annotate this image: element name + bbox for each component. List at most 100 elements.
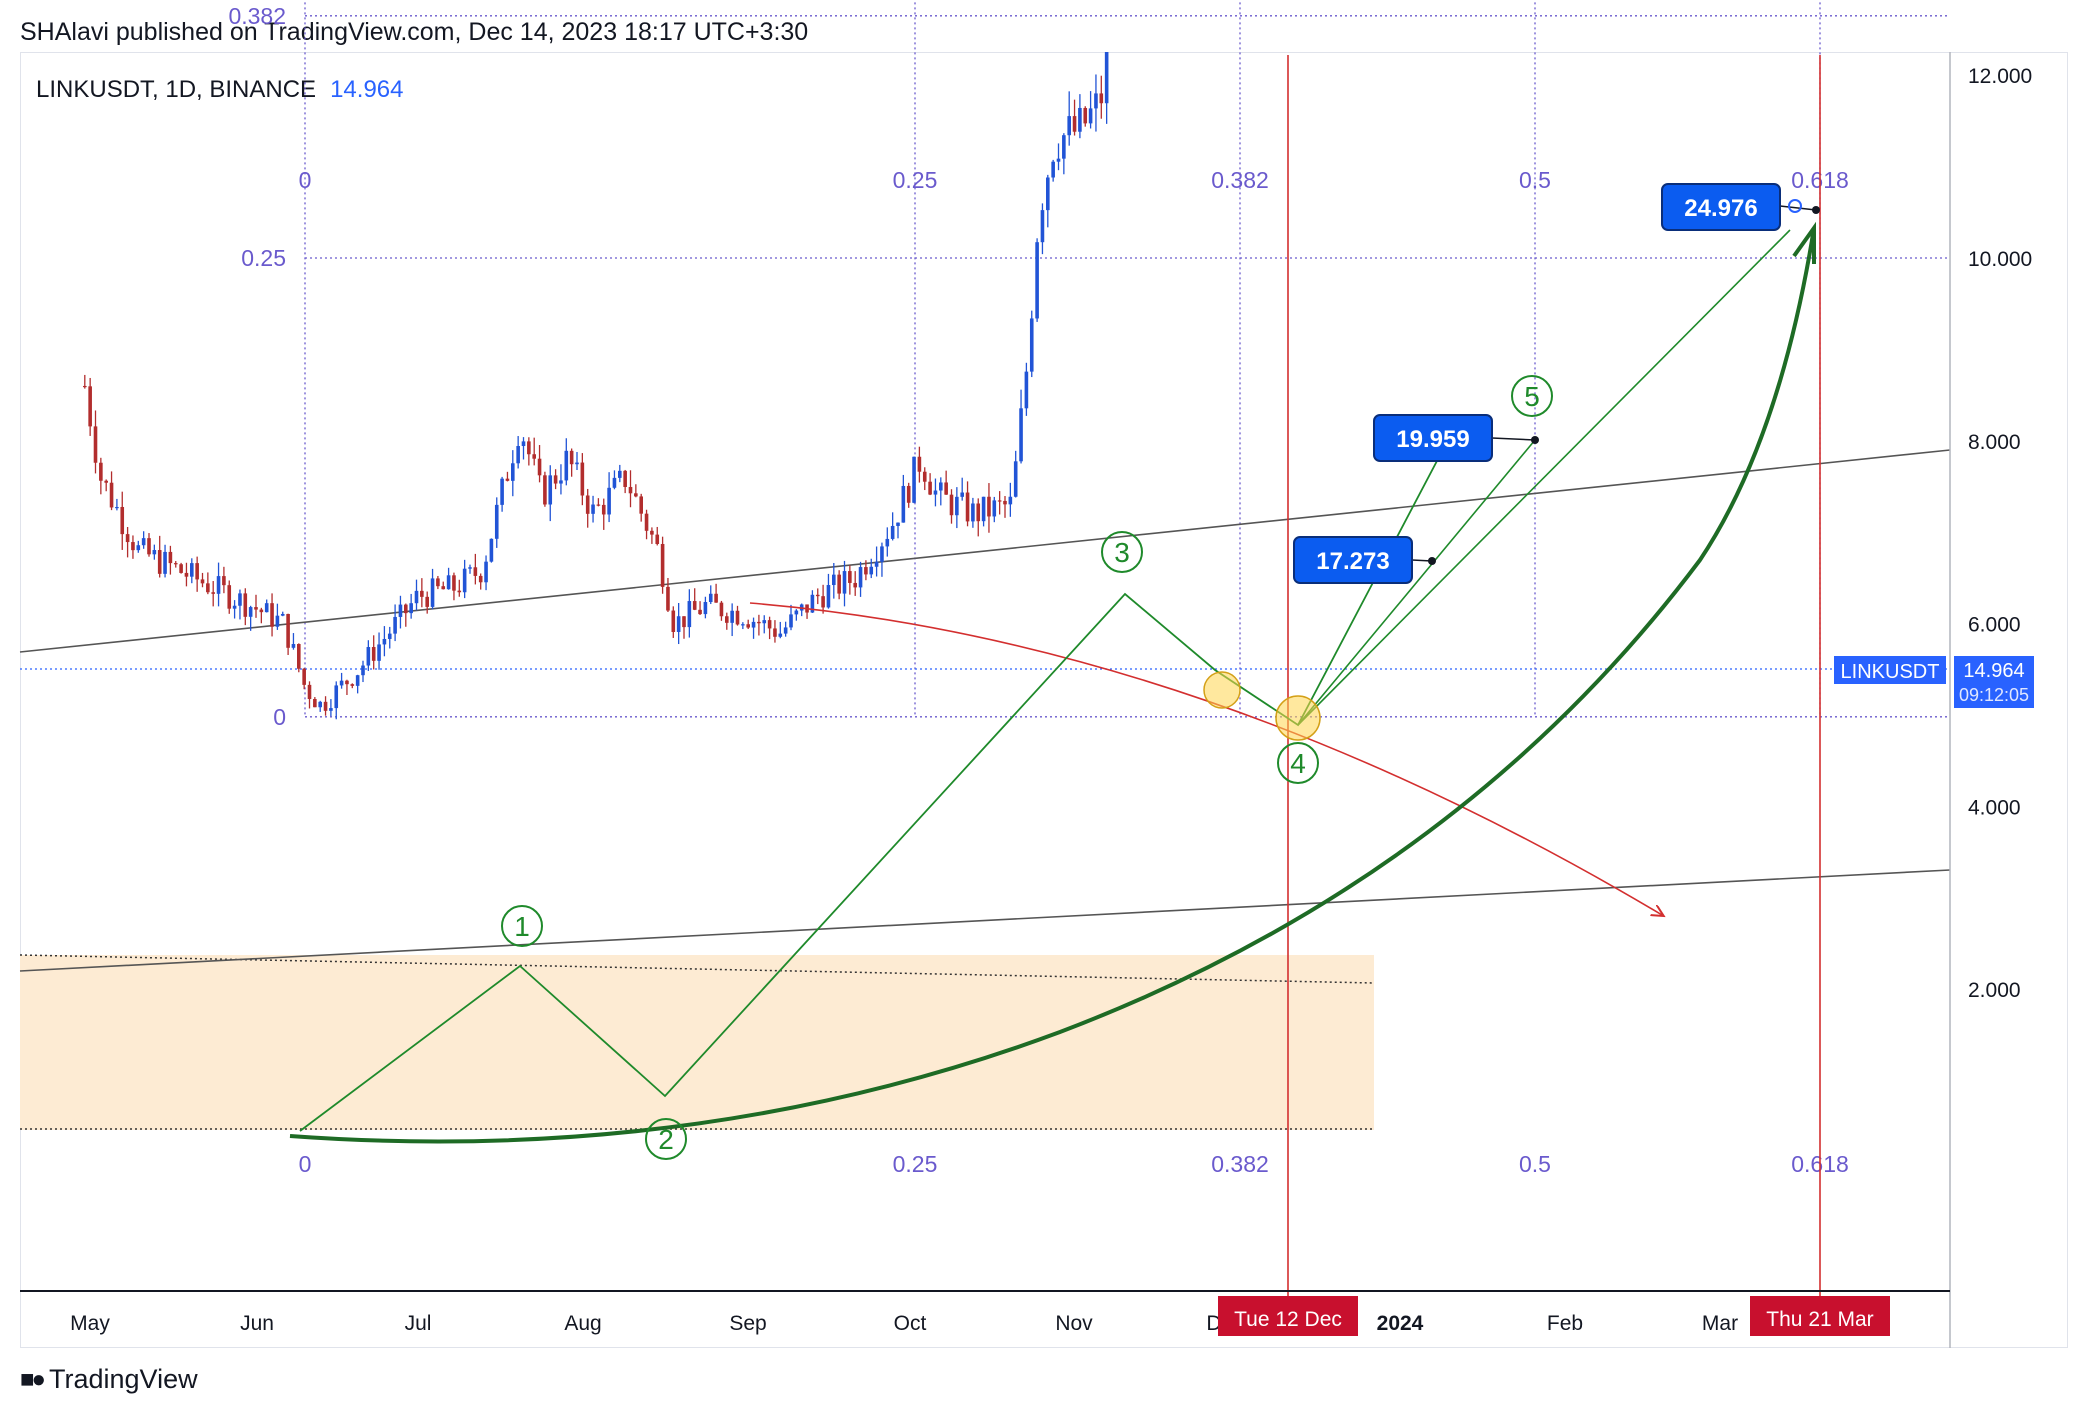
wave-label-5: 5 xyxy=(1511,375,1553,417)
candle-body xyxy=(601,504,606,515)
candle-body xyxy=(623,470,627,487)
svg-text:3: 3 xyxy=(1114,537,1130,568)
candle-body xyxy=(821,596,825,608)
candle-body xyxy=(559,480,563,484)
date-marker-mar21: Thu 21 Mar xyxy=(1750,1296,1890,1336)
tradingview-logo[interactable]: ■● TradingView xyxy=(20,1364,198,1395)
candle-body xyxy=(906,485,911,503)
candle-body xyxy=(864,567,868,575)
candle-body xyxy=(195,563,199,580)
candle-body xyxy=(532,454,536,459)
candle-body xyxy=(489,538,494,562)
candle-body xyxy=(1099,93,1104,104)
candle-body xyxy=(168,551,173,564)
candle-body xyxy=(810,594,815,613)
candle-body xyxy=(280,613,285,616)
svg-text:Thu 21 Mar: Thu 21 Mar xyxy=(1766,1308,1873,1331)
candle-body xyxy=(115,506,119,509)
target-label-24976[interactable]: 24.976 xyxy=(1661,183,1820,231)
candle-body xyxy=(912,456,916,503)
candle-series xyxy=(83,0,1114,720)
candle-body xyxy=(687,601,692,628)
candle-body xyxy=(457,590,462,593)
candle-body xyxy=(965,492,970,522)
symbol-legend[interactable]: LINKUSDT, 1D, BINANCE 14.964 xyxy=(36,76,403,104)
candle-body xyxy=(832,574,836,586)
candle-body xyxy=(302,668,306,685)
candle-body xyxy=(783,627,788,634)
x-tick-label: Sep xyxy=(729,1312,766,1335)
candle-body xyxy=(494,504,499,539)
candle-body xyxy=(120,506,125,535)
price-axis[interactable]: 28.00026.00024.00022.00020.00018.00016.0… xyxy=(1968,0,2032,1002)
candle-body xyxy=(890,525,895,539)
candle-body xyxy=(211,592,215,594)
candle-body xyxy=(869,566,874,575)
candle-body xyxy=(842,571,847,594)
candle-body xyxy=(313,698,317,708)
candle-body xyxy=(585,495,590,514)
wave-label-4: 4 xyxy=(1277,742,1319,784)
candle-body xyxy=(885,538,890,547)
candle-body xyxy=(1013,461,1018,497)
highlight-circle-small xyxy=(1203,671,1241,709)
candle-body xyxy=(1072,116,1077,132)
fib-time-label: 0.5 xyxy=(1519,1151,1551,1177)
candle-body xyxy=(655,534,660,544)
candle-body xyxy=(259,609,264,613)
candle-body xyxy=(741,624,745,626)
fib-time-label: 0.25 xyxy=(893,167,938,193)
fib-price-label: 0.382 xyxy=(228,3,286,29)
candle-body xyxy=(703,601,708,615)
candle-body xyxy=(157,550,162,574)
candle-body xyxy=(184,572,189,577)
candle-body xyxy=(981,496,986,522)
candle-body xyxy=(366,647,371,666)
candle-body xyxy=(746,624,750,628)
candle-body xyxy=(371,647,376,661)
brand-name: TradingView xyxy=(49,1364,198,1394)
candle-body xyxy=(254,607,258,610)
candle-body xyxy=(826,585,831,608)
fib-time-label: 0 xyxy=(299,1151,312,1177)
candle-body xyxy=(997,500,1002,502)
candle-body xyxy=(345,680,349,685)
x-tick-label: Oct xyxy=(894,1312,927,1335)
candle-body xyxy=(1110,0,1114,11)
candle-body xyxy=(955,496,959,516)
demand-zone xyxy=(20,955,1374,1130)
candle-body xyxy=(125,534,130,543)
candle-body xyxy=(1078,107,1082,132)
candle-body xyxy=(976,503,981,522)
candle-body xyxy=(243,593,248,617)
time-axis[interactable]: MayJunJulAugSepOctNovDec2024FebMar xyxy=(70,1312,1738,1335)
y-tick-label: 8.000 xyxy=(1968,431,2021,454)
candle-body xyxy=(987,496,991,517)
candle-body xyxy=(644,513,649,531)
candle-body xyxy=(1104,52,1109,104)
candle-body xyxy=(355,675,360,686)
target-label-17273[interactable]: 17.273 xyxy=(1293,536,1436,584)
candle-body xyxy=(708,593,713,602)
svg-text:Tue 12 Dec: Tue 12 Dec xyxy=(1234,1308,1342,1331)
candle-body xyxy=(227,585,232,609)
x-tick-label: Feb xyxy=(1547,1312,1583,1335)
candle-body xyxy=(725,616,729,623)
candle-body xyxy=(767,620,772,629)
candle-body xyxy=(896,522,900,526)
svg-text:5: 5 xyxy=(1524,381,1540,412)
target-label-19959[interactable]: 19.959 xyxy=(1373,414,1539,462)
y-tick-label: 10.000 xyxy=(1968,248,2032,271)
candle-body xyxy=(318,701,322,708)
svg-text:24.976: 24.976 xyxy=(1684,195,1757,222)
candle-body xyxy=(93,426,98,463)
candle-body xyxy=(473,567,478,576)
svg-text:09:12:05: 09:12:05 xyxy=(1959,685,2029,705)
candle-body xyxy=(141,538,146,546)
candle-body xyxy=(880,546,884,562)
candle-body xyxy=(692,601,697,610)
candle-body xyxy=(698,609,702,615)
candle-body xyxy=(650,530,654,535)
candle-body xyxy=(580,462,585,496)
